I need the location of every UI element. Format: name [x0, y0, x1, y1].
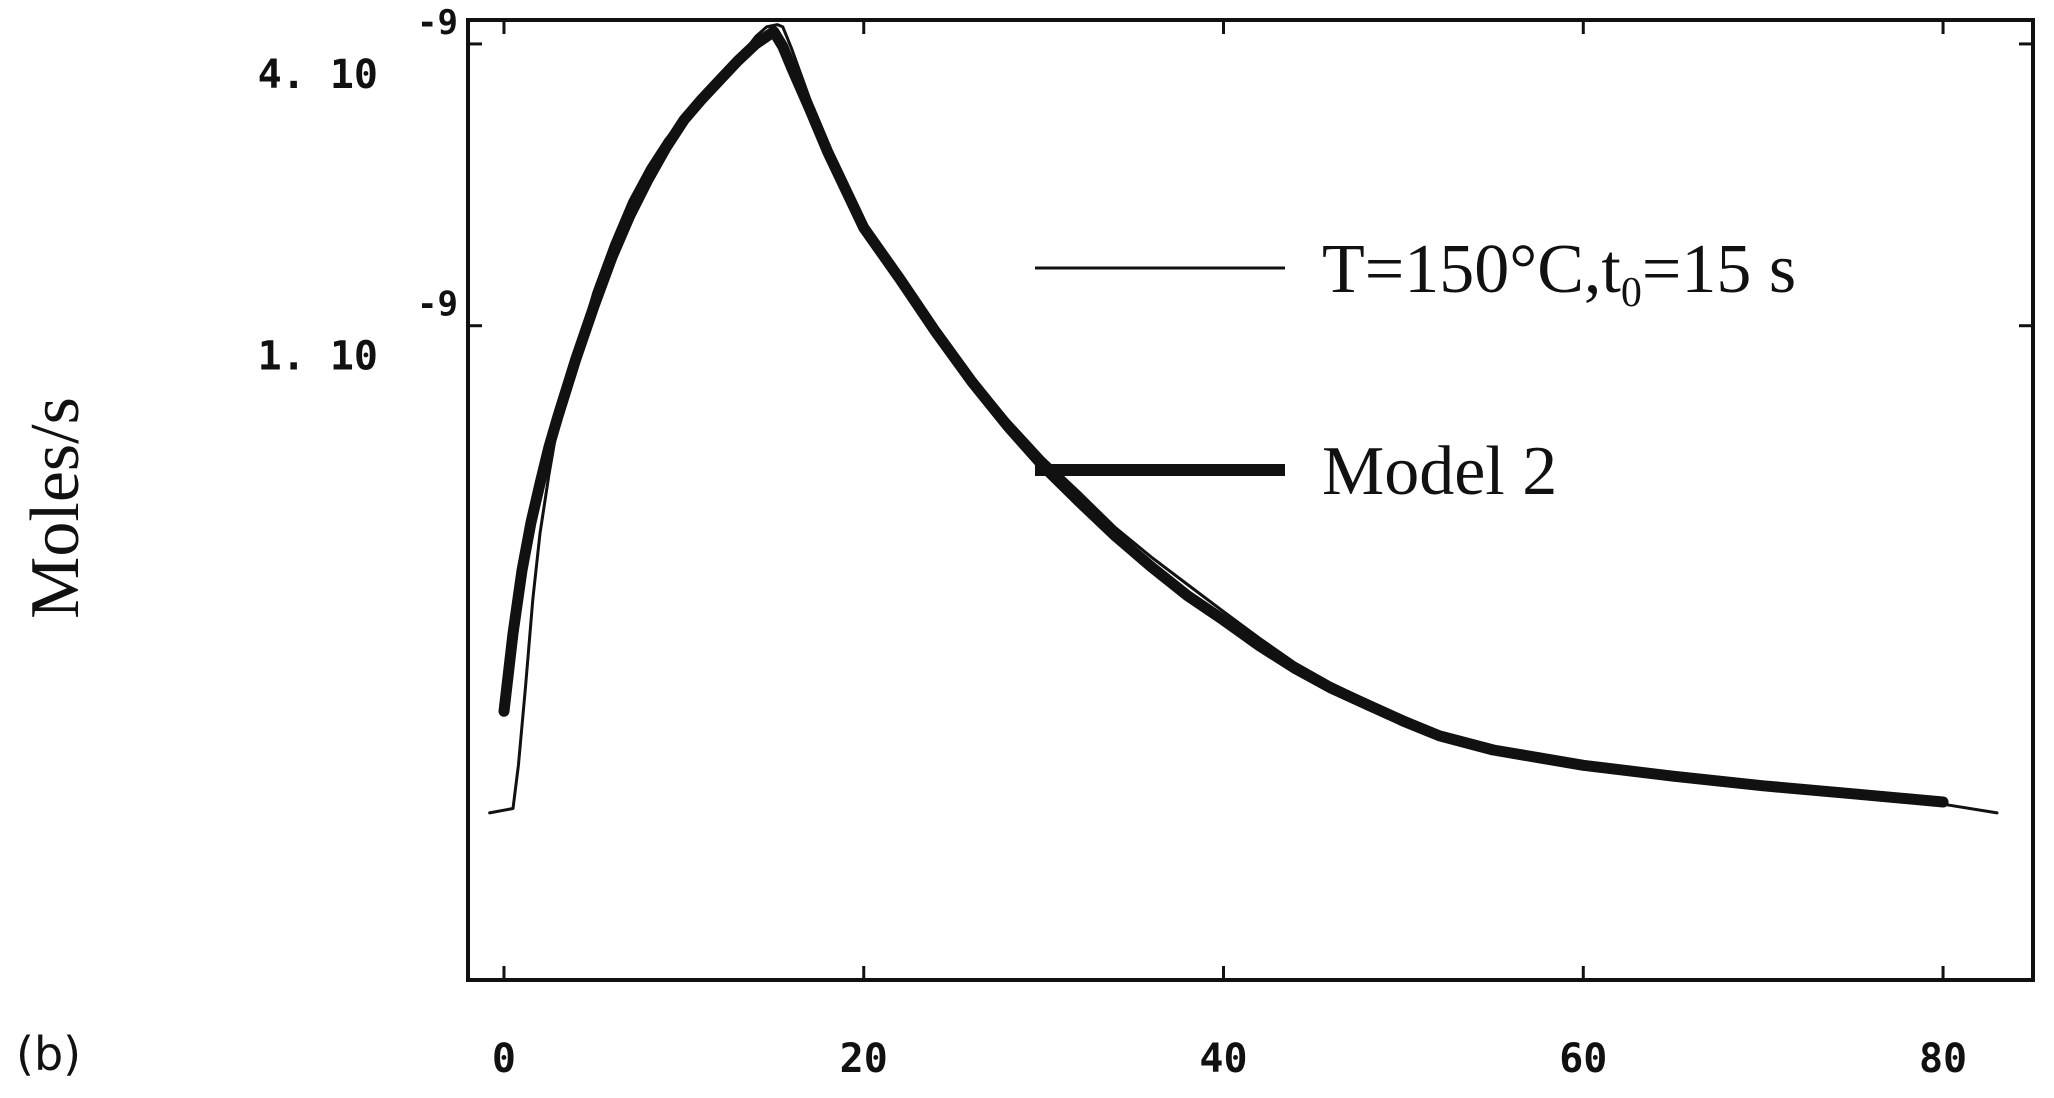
series-layer [488, 23, 1999, 815]
x-tick-label: 80 [1919, 1036, 1967, 1082]
x-tick-label: 20 [840, 1036, 888, 1082]
y-axis-ticks: 4. 10 -9 1. 10 -9 [258, 3, 2033, 380]
legend-label-model: Model 2 [1322, 433, 1557, 510]
y-tick-exponent: -9 [417, 3, 458, 43]
legend-label-data-main: T=150°C,t [1322, 231, 1621, 308]
series-line-data [488, 23, 1999, 815]
x-tick-label: 40 [1199, 1036, 1247, 1082]
y-tick-label: 4. 10 [258, 52, 378, 98]
y-axis-label: Moles/s [17, 397, 94, 619]
x-tick-label: 0 [492, 1036, 516, 1082]
legend-label-data-subscript: 0 [1621, 270, 1642, 316]
y-tick-label: 1. 10 [258, 334, 378, 380]
series-line-model [498, 26, 1949, 808]
legend-label-data-suffix: =15 s [1642, 231, 1796, 308]
x-axis-ticks: 0 20 40 60 80 [492, 20, 1967, 1082]
plot-frame [466, 18, 2035, 982]
legend: T=150°C,t0=15 s Model 2 [1035, 231, 1796, 510]
x-tick-label: 60 [1559, 1036, 1607, 1082]
legend-label-data: T=150°C,t0=15 s [1322, 231, 1796, 316]
y-tick-exponent: -9 [417, 285, 458, 325]
panel-label: (b) [16, 1027, 81, 1081]
